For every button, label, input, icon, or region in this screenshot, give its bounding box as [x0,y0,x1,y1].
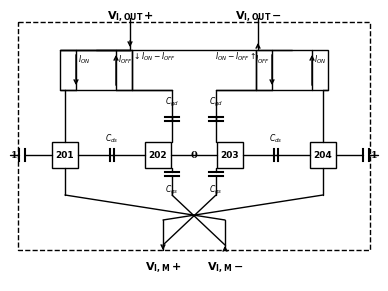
Bar [217,142,243,168]
Text: 202: 202 [149,152,167,161]
Bar [52,142,78,168]
Text: $C_{ds}$: $C_{ds}$ [105,132,119,145]
Text: $\mathbf{V_{I,M}-}$: $\mathbf{V_{I,M}-}$ [207,261,243,275]
Text: $C_{gd}$: $C_{gd}$ [209,96,223,109]
Text: $C_{gs}$: $C_{gs}$ [165,184,179,197]
Text: 203: 203 [221,152,239,161]
Text: $\mathbf{V_{I,M}+}$: $\mathbf{V_{I,M}+}$ [145,261,181,275]
Text: $\mathbf{V_{I,OUT}+}$: $\mathbf{V_{I,OUT}+}$ [107,10,154,24]
Text: $C_{gs}$: $C_{gs}$ [209,184,223,197]
Text: $\mathbf{V_{I,OUT}-}$: $\mathbf{V_{I,OUT}-}$ [234,10,281,24]
Bar [60,50,132,90]
Text: $C_{gd}$: $C_{gd}$ [165,96,179,109]
Text: 1: 1 [11,150,17,159]
Bar [145,142,171,168]
Bar [310,142,336,168]
Text: $I_{ON}-I_{OFF}\uparrow$: $I_{ON}-I_{OFF}\uparrow$ [215,51,256,63]
Text: 0: 0 [191,150,197,159]
Text: $\downarrow I_{ON}-I_{OFF}$: $\downarrow I_{ON}-I_{OFF}$ [132,51,176,63]
Text: $I_{OFF}$: $I_{OFF}$ [118,54,133,66]
Text: $I_{ON}$: $I_{ON}$ [314,54,326,66]
Bar [18,22,370,250]
Bar [256,50,328,90]
Text: $C_{ds}$: $C_{ds}$ [269,132,283,145]
Text: $I_{OFF}$: $I_{OFF}$ [255,54,270,66]
Text: 1: 1 [371,150,377,159]
Text: $I_{ON}$: $I_{ON}$ [78,54,90,66]
Text: 201: 201 [56,152,74,161]
Text: 204: 204 [314,152,333,161]
